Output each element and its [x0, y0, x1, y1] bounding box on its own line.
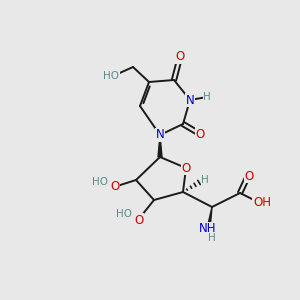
Text: H: H [201, 175, 209, 185]
Polygon shape [158, 135, 162, 157]
Text: O: O [195, 128, 205, 140]
Text: O: O [244, 169, 253, 182]
Text: OH: OH [253, 196, 271, 208]
Text: O: O [182, 161, 190, 175]
Text: O: O [134, 214, 144, 226]
Text: HO: HO [92, 177, 108, 187]
Text: H: H [203, 92, 211, 102]
Text: O: O [176, 50, 184, 64]
Text: N: N [186, 94, 194, 106]
Text: NH: NH [199, 223, 217, 236]
Text: H: H [208, 233, 216, 243]
Text: N: N [156, 128, 164, 142]
Text: HO: HO [103, 71, 119, 81]
Text: HO: HO [116, 209, 132, 219]
Text: O: O [110, 181, 120, 194]
Polygon shape [206, 207, 212, 232]
